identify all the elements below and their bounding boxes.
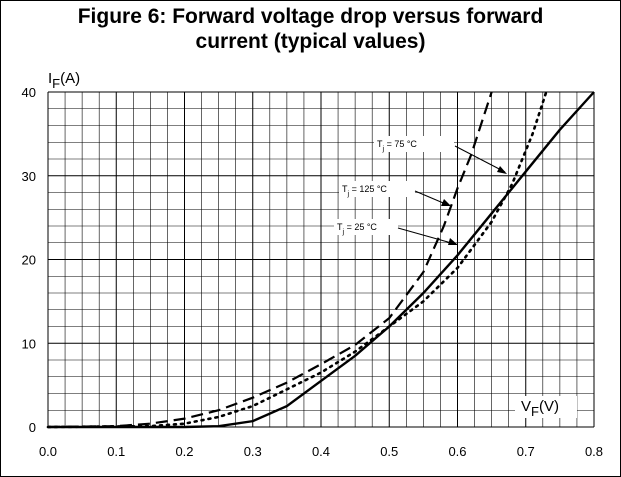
chart-title-line2: current (typical values): [195, 30, 426, 53]
annotation-75-arrowhead: [497, 166, 507, 174]
annotation-125-arrowhead: [441, 199, 451, 206]
y-tick-label: 0: [29, 420, 36, 435]
annotation-75-arrow: [454, 145, 506, 173]
annotation-75-text: Tj = 75 °C: [377, 139, 417, 153]
x-tick-label: 0.8: [585, 444, 603, 459]
x-tick-label: 0.6: [448, 444, 466, 459]
annotation-25: Tj = 25 °C: [334, 219, 458, 245]
annotation-125: Tj = 125 °C: [339, 181, 451, 206]
y-axis-label-sub: F: [52, 76, 60, 91]
x-tick-label: 0.2: [175, 444, 193, 459]
y-label-bg: [46, 64, 96, 88]
annotation-25-arrowhead: [448, 238, 458, 245]
x-axis-label-main: V: [521, 398, 531, 415]
y-axis-label-main: I: [48, 70, 52, 87]
x-axis-label-unit: (V): [539, 398, 559, 415]
annotation-125-text: Tj = 125 °C: [342, 184, 387, 198]
series-line-tj-75-c: [46, 90, 548, 429]
chart-title: Figure 6: Forward voltage drop versus fo…: [0, 4, 621, 54]
x-axis-label: VF(V): [521, 398, 559, 419]
series-line-tj-125-c: [47, 91, 493, 429]
x-tick-label: 0.7: [517, 444, 535, 459]
x-label-bg: [515, 396, 577, 418]
y-tick-label: 10: [22, 336, 36, 351]
y-tick-label: 40: [22, 85, 36, 100]
x-tick-label: 0.4: [312, 444, 330, 459]
annotation-25-bg: [334, 219, 398, 235]
x-axis-label-sub: F: [531, 404, 539, 419]
series-line-tj-25-c: [48, 91, 595, 429]
y-tick-labels: 0 10 20 30 40: [22, 85, 36, 435]
x-tick-label: 0.1: [107, 444, 125, 459]
x-tick-label: 0.0: [39, 444, 57, 459]
y-tick-label: 30: [22, 169, 36, 184]
y-axis-label: IF(A): [48, 70, 80, 91]
y-tick-label: 20: [22, 253, 36, 268]
annotation-25-arrow: [397, 227, 456, 245]
x-tick-label: 0.5: [380, 444, 398, 459]
x-tick-labels: 0.0 0.1 0.2 0.3 0.4 0.5 0.6 0.7 0.8: [39, 444, 603, 459]
annotation-75: Tj = 75 °C: [374, 136, 507, 174]
annotation-25-text: Tj = 25 °C: [337, 222, 377, 236]
grid: [47, 91, 595, 428]
series-group: [46, 90, 595, 429]
x-tick-label: 0.3: [244, 444, 262, 459]
y-axis-label-unit: (A): [60, 70, 80, 87]
annotation-125-bg: [339, 181, 415, 197]
chart-title-line1: Figure 6: Forward voltage drop versus fo…: [77, 5, 544, 28]
annotation-75-bg: [374, 136, 454, 152]
